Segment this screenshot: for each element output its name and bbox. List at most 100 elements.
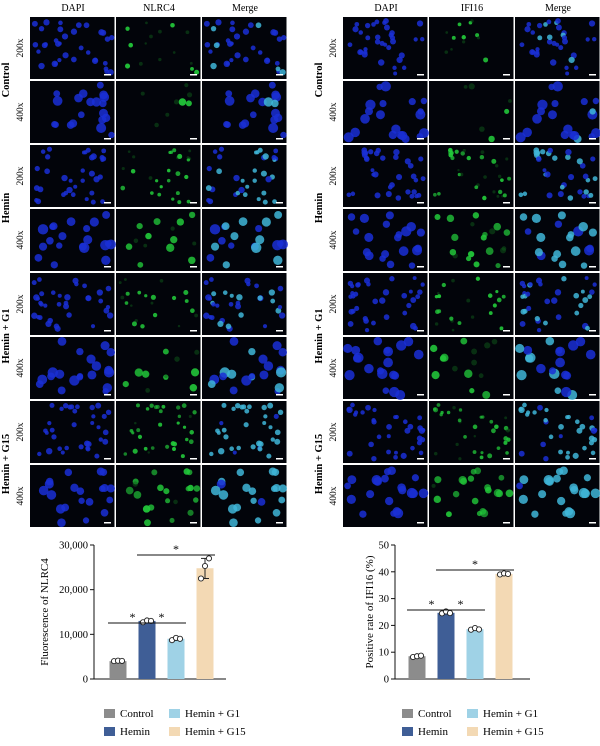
merge-dot — [592, 37, 597, 42]
signal-dot — [457, 418, 462, 423]
data-point — [118, 657, 126, 664]
merge-dot — [273, 255, 283, 265]
nucleus-dot — [106, 348, 116, 357]
merge-dot — [203, 280, 209, 286]
signal-dot — [495, 489, 504, 498]
nucleus-dot — [413, 325, 418, 331]
nucleus-dot — [362, 316, 368, 322]
y-tick-label: 50 — [379, 541, 390, 552]
nucleus-dot — [344, 482, 351, 490]
significance-marker: * — [458, 597, 464, 611]
merge-dot — [583, 474, 591, 482]
nucleus-dot — [402, 419, 408, 425]
signal-dot — [150, 301, 154, 305]
nucleus-dot — [379, 100, 387, 108]
nucleus-dot — [100, 341, 110, 351]
merge-dot — [555, 42, 560, 47]
merge-dot — [583, 189, 589, 195]
merge-dot — [221, 402, 227, 408]
nucleus-dot — [393, 454, 398, 460]
legend-swatch — [169, 727, 180, 736]
merge-dot — [235, 303, 242, 310]
data-point — [197, 575, 205, 582]
signal-dot — [500, 247, 507, 254]
bar — [167, 638, 185, 679]
merge-dot — [589, 108, 596, 115]
nucleus-dot — [350, 402, 355, 408]
nucleus-dot — [84, 440, 91, 447]
signal-dot — [150, 446, 155, 450]
merge-dot — [526, 305, 532, 311]
signal-dot — [133, 238, 139, 244]
signal-dot — [120, 295, 125, 300]
signal-dot — [189, 430, 194, 435]
merge-dot — [546, 39, 553, 45]
signal-dot — [489, 228, 496, 235]
nucleus-dot — [104, 36, 111, 42]
merge-dot — [520, 308, 527, 315]
signal-dot — [142, 370, 150, 378]
merge-dot — [579, 162, 586, 169]
signal-dot — [435, 309, 440, 315]
signal-dot — [121, 166, 125, 171]
merge-dot — [225, 38, 231, 43]
nucleus-dot — [100, 508, 109, 517]
nucleus-dot — [376, 434, 382, 440]
merge-dot — [523, 345, 533, 355]
nucleus-dot — [396, 56, 403, 64]
micrograph-tile — [515, 401, 600, 463]
signal-dot — [470, 222, 475, 227]
legend-swatch — [169, 709, 180, 718]
nucleus-dot — [371, 456, 377, 462]
signal-dot — [479, 126, 485, 132]
merge-dot — [266, 453, 272, 459]
merge-dot — [227, 369, 237, 379]
nucleus-dot — [76, 347, 84, 356]
nucleus-dot — [365, 99, 376, 110]
nucleus-dot — [96, 81, 104, 89]
nucleus-dot — [360, 113, 370, 124]
magnification-label: 400x — [329, 358, 339, 377]
signal-dot — [131, 431, 135, 435]
nucleus-dot — [396, 340, 407, 351]
signal-dot — [497, 174, 502, 179]
scale-bar — [417, 138, 424, 140]
signal-dot — [177, 414, 182, 419]
merge-dot — [260, 170, 267, 177]
nucleus-dot — [85, 295, 91, 301]
merge-dot — [206, 165, 212, 172]
nucleus-dot — [38, 26, 45, 32]
merge-dot — [255, 224, 263, 233]
nucleus-dot — [354, 21, 360, 27]
nucleus-dot — [103, 66, 109, 72]
nucleus-dot — [78, 45, 84, 51]
signal-dot — [145, 21, 148, 25]
merge-dot — [529, 49, 536, 56]
signal-dot — [163, 488, 170, 495]
merge-dot — [217, 320, 224, 328]
nucleus-dot — [388, 130, 398, 140]
merge-dot — [208, 49, 213, 54]
signal-dot — [470, 315, 475, 319]
significance-marker: * — [472, 557, 478, 571]
legend-label: Control — [418, 708, 452, 720]
merge-dot — [229, 293, 234, 298]
signal-dot — [194, 313, 199, 318]
magnification-label: 400x — [16, 230, 26, 249]
merge-dot — [263, 97, 274, 107]
nucleus-dot — [416, 192, 422, 198]
nucleus-dot — [393, 148, 400, 156]
scale-bar — [589, 330, 596, 332]
nucleus-dot — [57, 518, 66, 527]
nucleus-dot — [386, 260, 395, 269]
merge-dot — [265, 57, 270, 63]
merge-dot — [568, 56, 575, 64]
signal-dot — [474, 467, 482, 475]
nucleus-dot — [64, 468, 73, 477]
merge-dot — [234, 52, 241, 59]
merge-dot — [581, 193, 587, 199]
nucleus-dot — [420, 37, 425, 42]
nucleus-dot — [357, 49, 364, 56]
